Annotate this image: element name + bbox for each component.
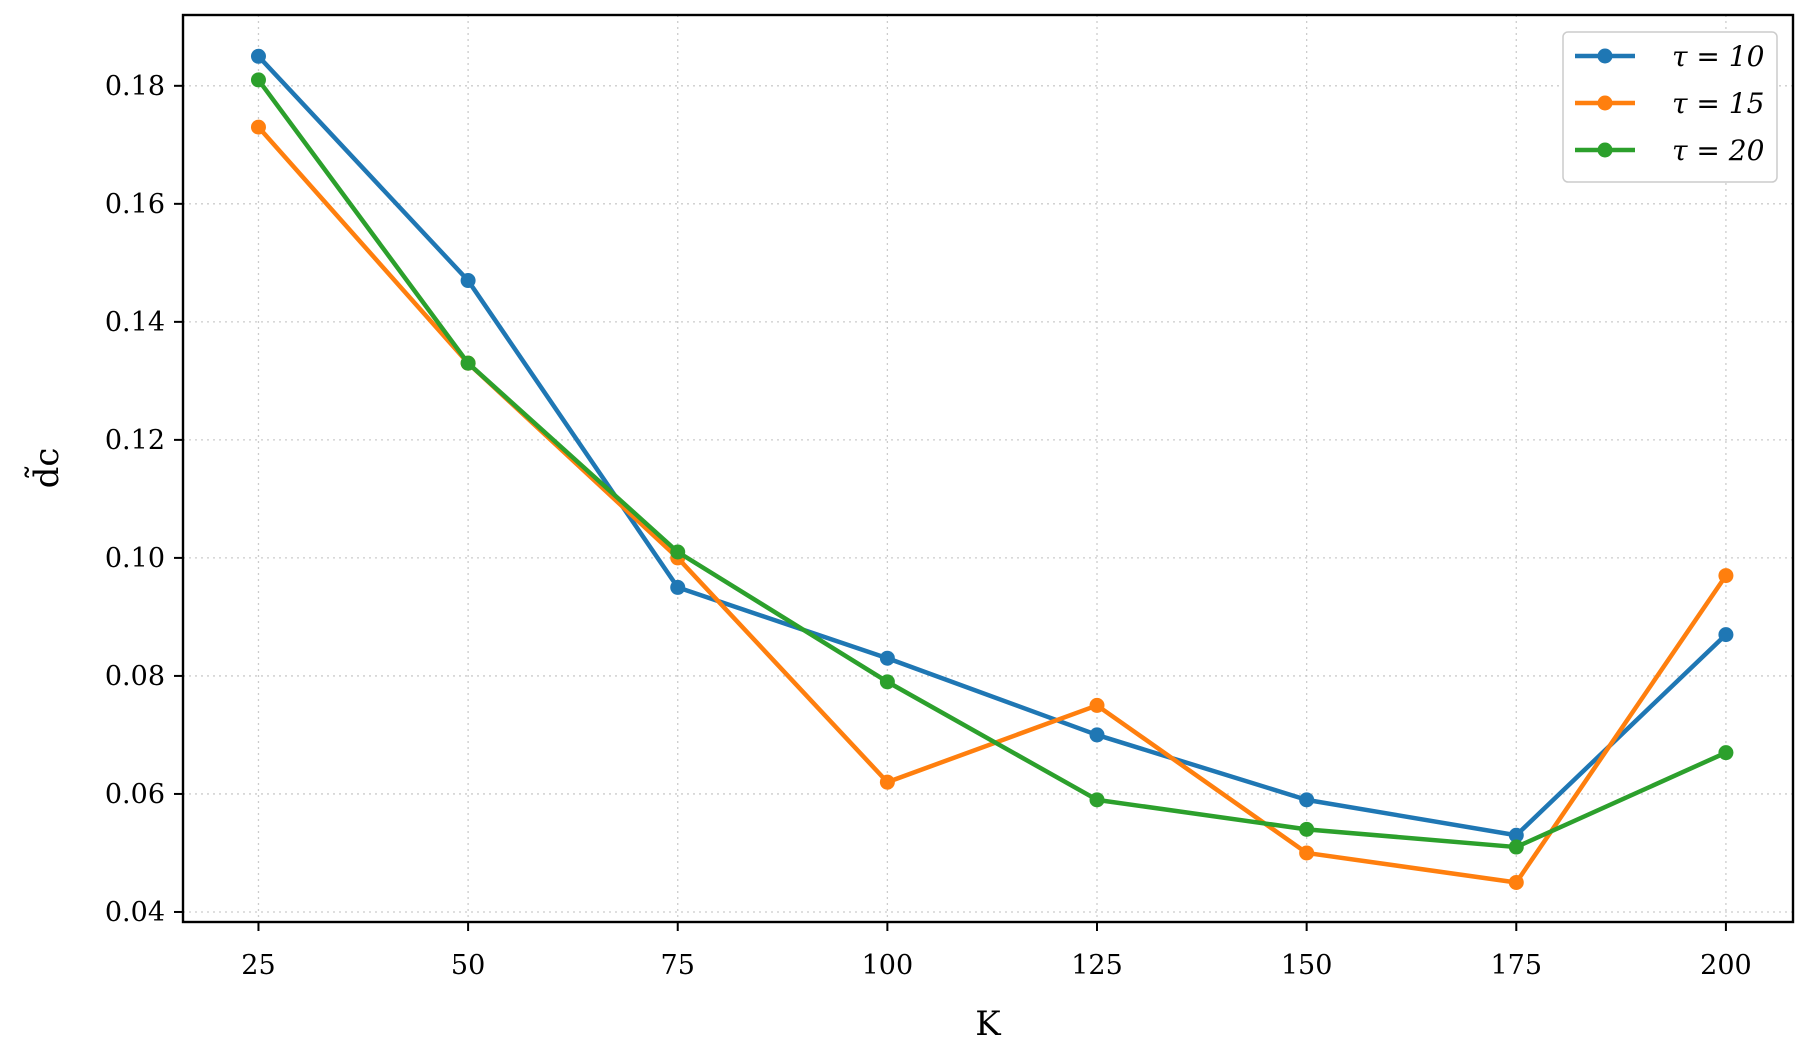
- y-tick-label: 0.12: [105, 425, 165, 456]
- series-2: [250, 119, 1734, 890]
- y-tick-label: 0.06: [105, 779, 165, 810]
- x-tick-label: 175: [1491, 950, 1543, 981]
- legend-swatch-marker: [1597, 48, 1613, 64]
- y-tick-label: 0.18: [105, 71, 165, 102]
- data-point: [1089, 792, 1105, 808]
- legend-item: τ = 15: [1575, 87, 1764, 120]
- data-point: [1508, 827, 1524, 843]
- data-point: [250, 72, 266, 88]
- data-point: [1089, 697, 1105, 713]
- series-line: [256, 124, 1729, 885]
- x-axis-ticks: 25 50 75 100 125 150 175 200: [241, 922, 1752, 981]
- legend-item: τ = 20: [1575, 134, 1764, 167]
- data-point: [1718, 627, 1734, 643]
- data-point: [250, 119, 266, 135]
- y-tick-label: 0.10: [105, 543, 165, 574]
- y-tick-label: 0.04: [105, 897, 165, 928]
- y-tick-label: 0.08: [105, 661, 165, 692]
- legend-item: τ = 10: [1575, 40, 1764, 73]
- data-point: [1299, 821, 1315, 837]
- series-line: [256, 77, 1729, 850]
- legend-swatch-marker: [1597, 95, 1613, 111]
- x-tick-label: 75: [661, 950, 695, 981]
- x-tick-label: 25: [241, 950, 275, 981]
- series-3: [250, 72, 1734, 855]
- series-line: [256, 54, 1729, 838]
- x-axis-title: K: [975, 1004, 1001, 1044]
- y-axis-ticks: 0.04 0.06 0.08 0.10 0.12 0.14 0.16 0.18: [105, 71, 183, 928]
- data-point: [1508, 874, 1524, 890]
- x-tick-label: 50: [451, 950, 485, 981]
- x-tick-label: 150: [1281, 950, 1333, 981]
- data-point: [670, 579, 686, 595]
- data-point: [460, 355, 476, 371]
- legend-box: [1562, 31, 1778, 183]
- data-point: [1299, 845, 1315, 861]
- y-axis-title: d̃c: [24, 448, 67, 489]
- data-point: [1089, 727, 1105, 743]
- plot-frame: [181, 13, 1795, 924]
- data-point: [1299, 792, 1315, 808]
- data-point: [879, 674, 895, 690]
- data-point: [460, 273, 476, 289]
- data-point: [250, 48, 266, 64]
- data-point: [670, 544, 686, 560]
- y-tick-label: 0.14: [105, 307, 165, 338]
- grid-lines: [183, 15, 1793, 922]
- data-point: [879, 650, 895, 666]
- data-point: [1718, 568, 1734, 584]
- legend-label: τ = 10: [1672, 40, 1764, 73]
- legend-label: τ = 20: [1672, 134, 1764, 167]
- data-point: [1718, 745, 1734, 761]
- data-point: [879, 774, 895, 790]
- x-tick-label: 125: [1071, 950, 1123, 981]
- series-lines: [250, 48, 1734, 890]
- legend-swatch-marker: [1597, 142, 1613, 158]
- data-point: [1508, 839, 1524, 855]
- x-tick-label: 100: [862, 950, 914, 981]
- x-tick-label: 200: [1700, 950, 1752, 981]
- legend-label: τ = 15: [1672, 87, 1764, 120]
- y-tick-label: 0.16: [105, 189, 165, 220]
- legend: τ = 10 τ = 15 τ = 20: [1562, 31, 1778, 183]
- series-1: [250, 48, 1734, 843]
